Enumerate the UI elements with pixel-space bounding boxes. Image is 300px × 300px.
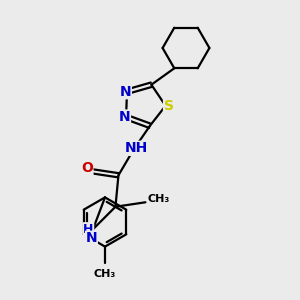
Text: N: N bbox=[120, 85, 131, 99]
Text: O: O bbox=[81, 161, 93, 175]
Text: N: N bbox=[85, 231, 97, 245]
Text: CH₃: CH₃ bbox=[94, 269, 116, 279]
Text: S: S bbox=[164, 99, 174, 113]
Text: H: H bbox=[83, 223, 94, 236]
Text: CH₃: CH₃ bbox=[148, 194, 170, 204]
Text: N: N bbox=[119, 110, 130, 124]
Text: NH: NH bbox=[125, 141, 148, 155]
